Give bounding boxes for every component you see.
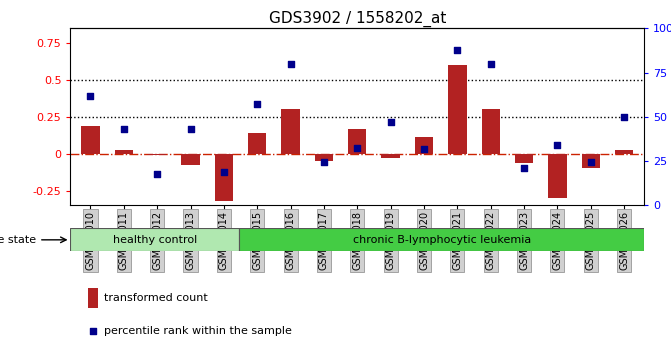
Text: chronic B-lymphocytic leukemia: chronic B-lymphocytic leukemia [352,235,531,245]
Point [452,47,463,52]
Point [485,61,496,67]
Point [619,114,629,120]
Point [252,102,262,107]
Point [119,126,130,132]
Text: healthy control: healthy control [113,235,197,245]
Point [319,159,329,165]
Point [352,145,362,151]
Bar [248,133,266,154]
Bar [415,137,433,154]
Point [552,142,563,148]
Bar [215,154,233,201]
Bar [148,154,166,155]
Point [285,61,296,67]
Bar [81,126,99,154]
Text: transformed count: transformed count [104,293,207,303]
Bar [582,154,600,169]
Point [219,169,229,175]
Bar [615,150,633,154]
Point [419,146,429,152]
Bar [115,150,133,154]
Point [519,165,529,171]
Point [558,132,569,138]
Bar [515,154,533,162]
Bar [482,109,500,154]
Point [85,93,96,98]
Text: disease state: disease state [0,235,36,245]
Bar [88,288,98,308]
Bar [70,228,239,251]
Bar [382,154,400,158]
Point [585,159,596,165]
Point [385,119,396,125]
Bar [448,65,466,154]
Bar [315,154,333,161]
Point [185,126,196,132]
Bar [239,228,644,251]
Bar [181,154,200,166]
Bar [548,154,566,198]
Title: GDS3902 / 1558202_at: GDS3902 / 1558202_at [268,11,446,27]
Bar [281,109,300,154]
Text: percentile rank within the sample: percentile rank within the sample [104,326,292,336]
Bar [348,129,366,154]
Point [152,172,162,177]
